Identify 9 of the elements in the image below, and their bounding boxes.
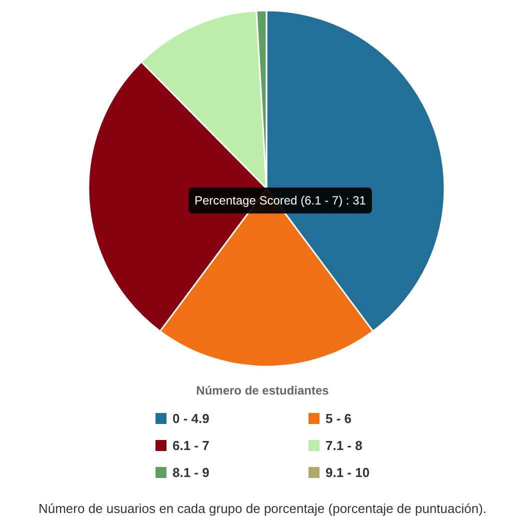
legend-label: 9.1 - 10 — [326, 465, 370, 480]
legend-label: 0 - 4.9 — [172, 411, 210, 426]
legend-label: 7.1 - 8 — [326, 438, 362, 453]
legend-label: 5 - 6 — [326, 411, 352, 426]
text: Percentage Scored (6.1 - 7) : 31 — [194, 194, 366, 208]
legend-label: 6.1 - 7 — [172, 438, 210, 453]
legend-title: Número de estudiantes — [196, 384, 330, 398]
text: Número de usuarios en cada grupo de porcentaje (porcentaje de puntuación). — [38, 501, 487, 516]
legend-label: 8.1 - 9 — [172, 465, 210, 480]
